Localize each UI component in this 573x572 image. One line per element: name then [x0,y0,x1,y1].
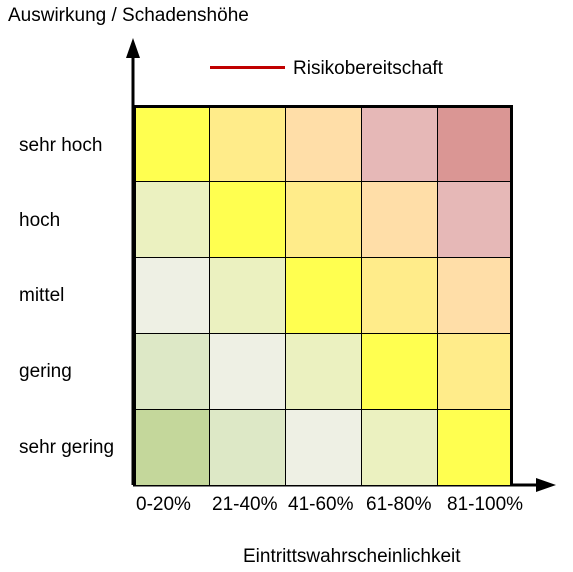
matrix-cell-r3-c2 [209,257,285,333]
matrix-cell-r4-c4 [361,333,437,409]
matrix-cell-r5-c1 [133,409,209,485]
legend-line-swatch [210,66,285,69]
matrix-cell-r3-c3 [285,257,361,333]
column-label-41-60: 41-60% [288,494,354,515]
matrix-cell-r2-c1 [133,181,209,257]
column-label-81-100: 81-100% [447,494,524,515]
matrix-cell-r3-c5 [437,257,513,333]
row-label-gering: gering [19,361,72,382]
matrix-cell-r1-c4 [361,105,437,181]
row-label-hoch: hoch [19,210,61,231]
matrix-cell-r5-c3 [285,409,361,485]
risk-matrix [133,105,513,485]
matrix-cell-r3-c1 [133,257,209,333]
column-label-0-20: 0-20% [136,494,191,515]
matrix-cell-r5-c4 [361,409,437,485]
matrix-cell-r3-c4 [361,257,437,333]
row-label-sehr-hoch: sehr hoch [19,135,103,156]
y-axis-arrow-icon [126,38,140,58]
matrix-cell-r5-c5 [437,409,513,485]
matrix-cell-r4-c1 [133,333,209,409]
legend-label: Risikobereitschaft [293,58,443,79]
x-axis-title: Eintrittswahrscheinlichkeit [243,546,461,567]
matrix-cell-r1-c1 [133,105,209,181]
matrix-cell-r4-c2 [209,333,285,409]
column-label-61-80: 61-80% [366,494,432,515]
x-axis-arrow-icon [536,478,556,492]
matrix-cell-r2-c2 [209,181,285,257]
matrix-cell-r1-c2 [209,105,285,181]
matrix-cell-r1-c3 [285,105,361,181]
matrix-cell-r2-c5 [437,181,513,257]
column-label-21-40: 21-40% [212,494,278,515]
y-axis-title: Auswirkung / Schadenshöhe [8,5,249,26]
matrix-cell-r2-c4 [361,181,437,257]
matrix-cell-r4-c5 [437,333,513,409]
row-label-mittel: mittel [19,285,65,306]
matrix-cell-r1-c5 [437,105,513,181]
matrix-cell-r4-c3 [285,333,361,409]
row-label-sehr-gering: sehr gering [19,437,115,458]
matrix-cell-r5-c2 [209,409,285,485]
matrix-cell-r2-c3 [285,181,361,257]
